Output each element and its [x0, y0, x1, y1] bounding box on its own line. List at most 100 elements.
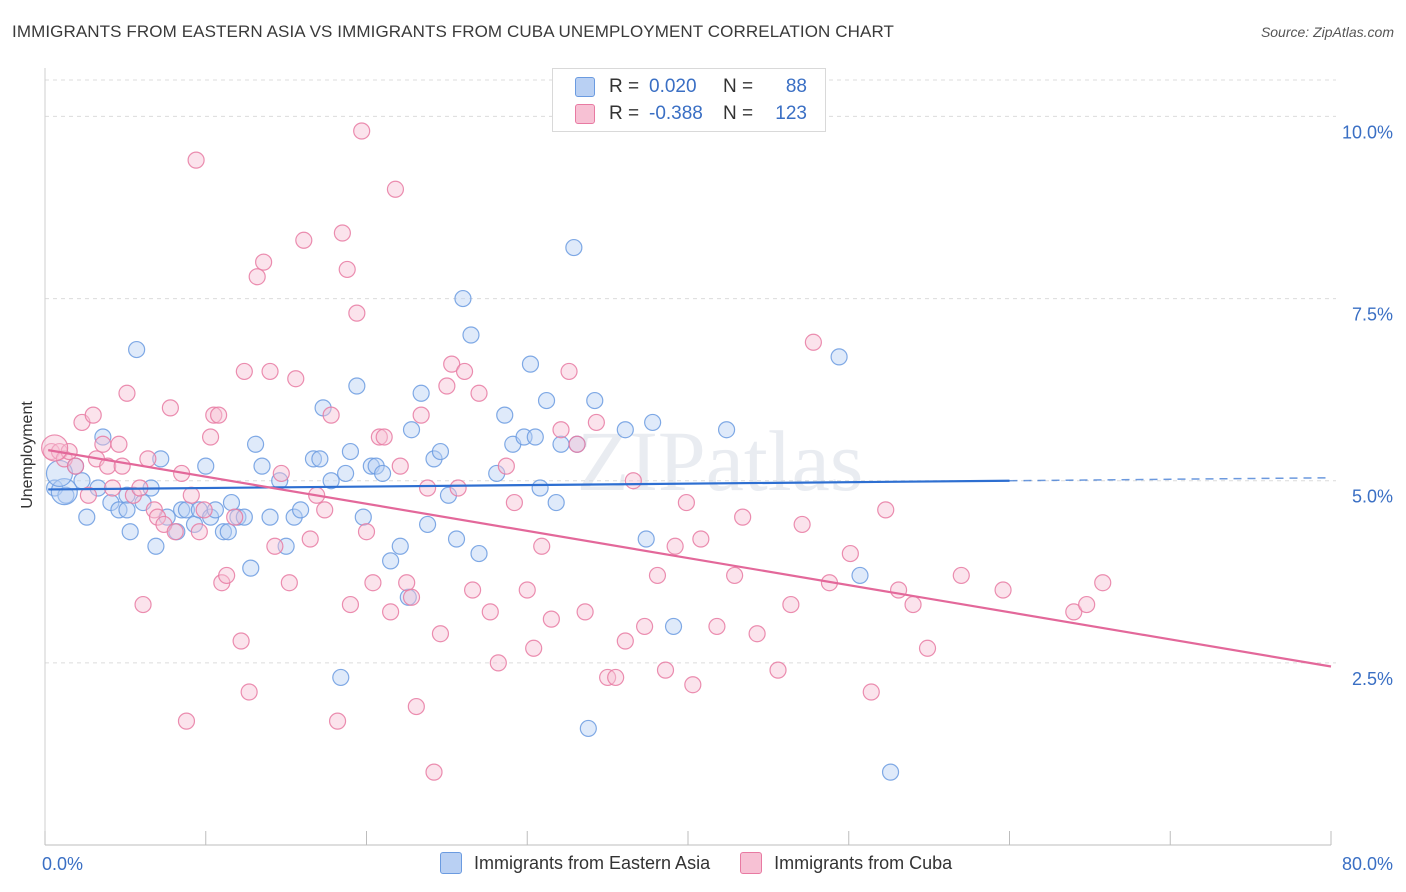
data-point: [240, 683, 258, 701]
data-point: [205, 406, 223, 424]
data-point: [382, 552, 400, 570]
data-point: [505, 493, 523, 512]
data-point: [560, 362, 578, 381]
data-point: [463, 581, 482, 599]
series-legend: Immigrants from Eastern Asia Immigrants …: [440, 852, 982, 874]
data-point: [121, 523, 139, 541]
data-point: [322, 406, 340, 424]
data-point: [253, 457, 271, 475]
legend-r-value: -0.388: [649, 103, 703, 124]
data-point: [412, 384, 430, 402]
data-point: [311, 450, 329, 468]
data-point: [877, 501, 895, 519]
data-point: [348, 377, 366, 395]
legend-swatch-pink: [575, 104, 595, 124]
data-point: [99, 457, 117, 475]
data-point: [708, 617, 726, 636]
data-point: [222, 493, 241, 512]
data-point: [443, 355, 461, 373]
data-point: [656, 661, 675, 679]
data-point: [431, 442, 450, 461]
data-point: [354, 508, 372, 526]
data-point: [616, 632, 634, 650]
data-point: [232, 632, 250, 650]
data-point: [526, 428, 544, 446]
data-point: [994, 581, 1012, 599]
legend-n-label: N =: [723, 76, 754, 97]
data-point: [637, 530, 655, 548]
data-point: [518, 581, 536, 599]
data-point: [78, 508, 96, 526]
data-point: [341, 442, 360, 461]
data-point: [337, 464, 355, 483]
data-point: [201, 428, 220, 446]
data-point: [152, 450, 170, 468]
data-point: [226, 508, 244, 526]
data-point: [496, 406, 514, 424]
data-point: [547, 493, 565, 512]
data-point: [726, 566, 744, 585]
series-swatch-blue: [440, 852, 462, 874]
x-tick-label: 80.0%: [1342, 854, 1393, 874]
data-point: [684, 676, 702, 694]
data-point: [1065, 603, 1083, 621]
watermark: ZIPatlas: [577, 413, 864, 509]
data-point: [332, 668, 350, 687]
data-point: [316, 501, 334, 519]
data-point: [375, 428, 393, 446]
data-point: [246, 435, 265, 453]
trend-lines: [48, 449, 1332, 668]
data-point: [531, 479, 549, 497]
data-point: [748, 625, 766, 643]
data-point: [568, 435, 586, 453]
data-point: [291, 501, 310, 519]
data-point: [587, 413, 605, 432]
legend-r-label: R =: [609, 103, 640, 124]
data-point: [242, 559, 260, 577]
legend-n-value: 123: [775, 103, 807, 124]
data-point: [455, 362, 474, 381]
data-point: [182, 486, 200, 504]
data-point: [525, 639, 543, 657]
data-point: [41, 434, 69, 462]
data-point: [607, 668, 625, 687]
data-point: [118, 501, 136, 519]
series-legend-label: Immigrants from Cuba: [774, 852, 953, 873]
data-point: [128, 340, 146, 359]
data-point: [139, 450, 157, 468]
legend-swatch-blue: [575, 77, 595, 97]
y-axis-label: Unemployment: [19, 401, 36, 509]
data-point: [402, 588, 421, 606]
data-point: [881, 763, 900, 781]
data-point: [210, 406, 228, 424]
series-eastern-asia: [45, 238, 900, 781]
data-point: [666, 537, 684, 555]
data-point: [304, 450, 323, 468]
data-point: [438, 377, 456, 395]
data-point: [118, 486, 136, 504]
data-series: [41, 122, 1112, 781]
data-point: [489, 654, 507, 672]
data-point: [851, 566, 869, 585]
legend-n-label: N =: [723, 103, 754, 124]
data-point: [248, 268, 266, 286]
data-point: [94, 428, 112, 446]
data-point: [1078, 595, 1096, 614]
data-point: [481, 603, 499, 621]
data-point: [391, 537, 409, 555]
data-point: [391, 457, 409, 475]
data-point: [235, 362, 253, 381]
data-point: [470, 384, 488, 402]
series-swatch-pink: [740, 852, 763, 874]
data-point: [449, 479, 467, 497]
x-tick-label: 0.0%: [42, 854, 83, 874]
data-point: [447, 530, 466, 548]
data-point: [462, 326, 480, 344]
data-point: [261, 362, 279, 381]
data-point: [418, 515, 437, 534]
data-point: [219, 523, 237, 541]
data-point: [769, 661, 787, 679]
data-point: [50, 478, 78, 506]
data-point: [357, 523, 376, 541]
